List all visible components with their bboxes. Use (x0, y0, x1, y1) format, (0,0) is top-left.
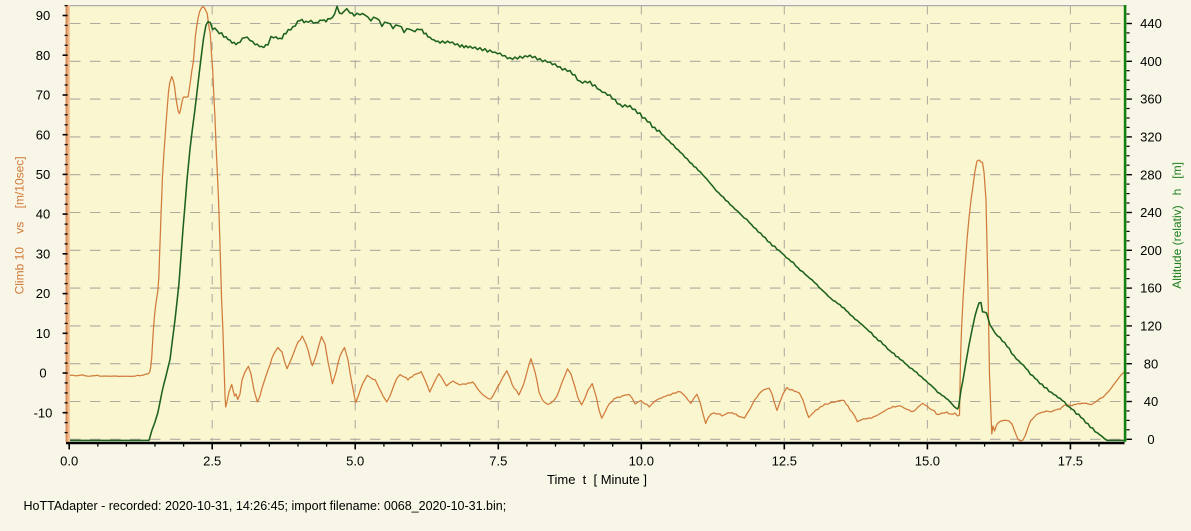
svg-text:0: 0 (1147, 432, 1154, 447)
svg-text:Climb 10 vs [m/10sec]: Climb 10 vs [m/10sec] (13, 156, 27, 294)
svg-text:360: 360 (1140, 92, 1162, 107)
svg-text:70: 70 (36, 88, 50, 103)
svg-text:30: 30 (36, 246, 50, 261)
svg-text:240: 240 (1140, 205, 1162, 220)
svg-text:200: 200 (1140, 243, 1162, 258)
svg-text:HoTTAdapter - recorded: 2020-1: HoTTAdapter - recorded: 2020-10-31, 14:2… (24, 499, 507, 513)
svg-text:60: 60 (36, 127, 50, 142)
svg-text:20: 20 (36, 286, 50, 301)
svg-text:80: 80 (1144, 356, 1158, 371)
svg-text:80: 80 (36, 48, 50, 63)
svg-text:40: 40 (1144, 394, 1158, 409)
svg-text:-10: -10 (34, 405, 53, 420)
svg-text:400: 400 (1140, 54, 1162, 69)
svg-text:17.5: 17.5 (1058, 454, 1083, 469)
svg-text:10.0: 10.0 (629, 454, 654, 469)
svg-text:5.0: 5.0 (346, 454, 364, 469)
svg-text:440: 440 (1140, 16, 1162, 31)
svg-text:0.0: 0.0 (60, 454, 78, 469)
svg-text:12.5: 12.5 (772, 454, 797, 469)
svg-text:7.5: 7.5 (489, 454, 507, 469)
svg-text:Altitude (relativ) h [m]: Altitude (relativ) h [m] (1170, 162, 1184, 289)
svg-text:15.0: 15.0 (915, 454, 940, 469)
svg-text:320: 320 (1140, 130, 1162, 145)
svg-text:2.5: 2.5 (203, 454, 221, 469)
svg-text:90: 90 (36, 8, 50, 23)
svg-text:120: 120 (1140, 319, 1162, 334)
svg-text:40: 40 (36, 207, 50, 222)
svg-text:50: 50 (36, 167, 50, 182)
svg-text:Time t [ Minute ]: Time t [ Minute ] (547, 472, 647, 487)
svg-text:0: 0 (39, 366, 46, 381)
svg-text:280: 280 (1140, 167, 1162, 182)
svg-text:160: 160 (1140, 281, 1162, 296)
svg-text:10: 10 (36, 326, 50, 341)
